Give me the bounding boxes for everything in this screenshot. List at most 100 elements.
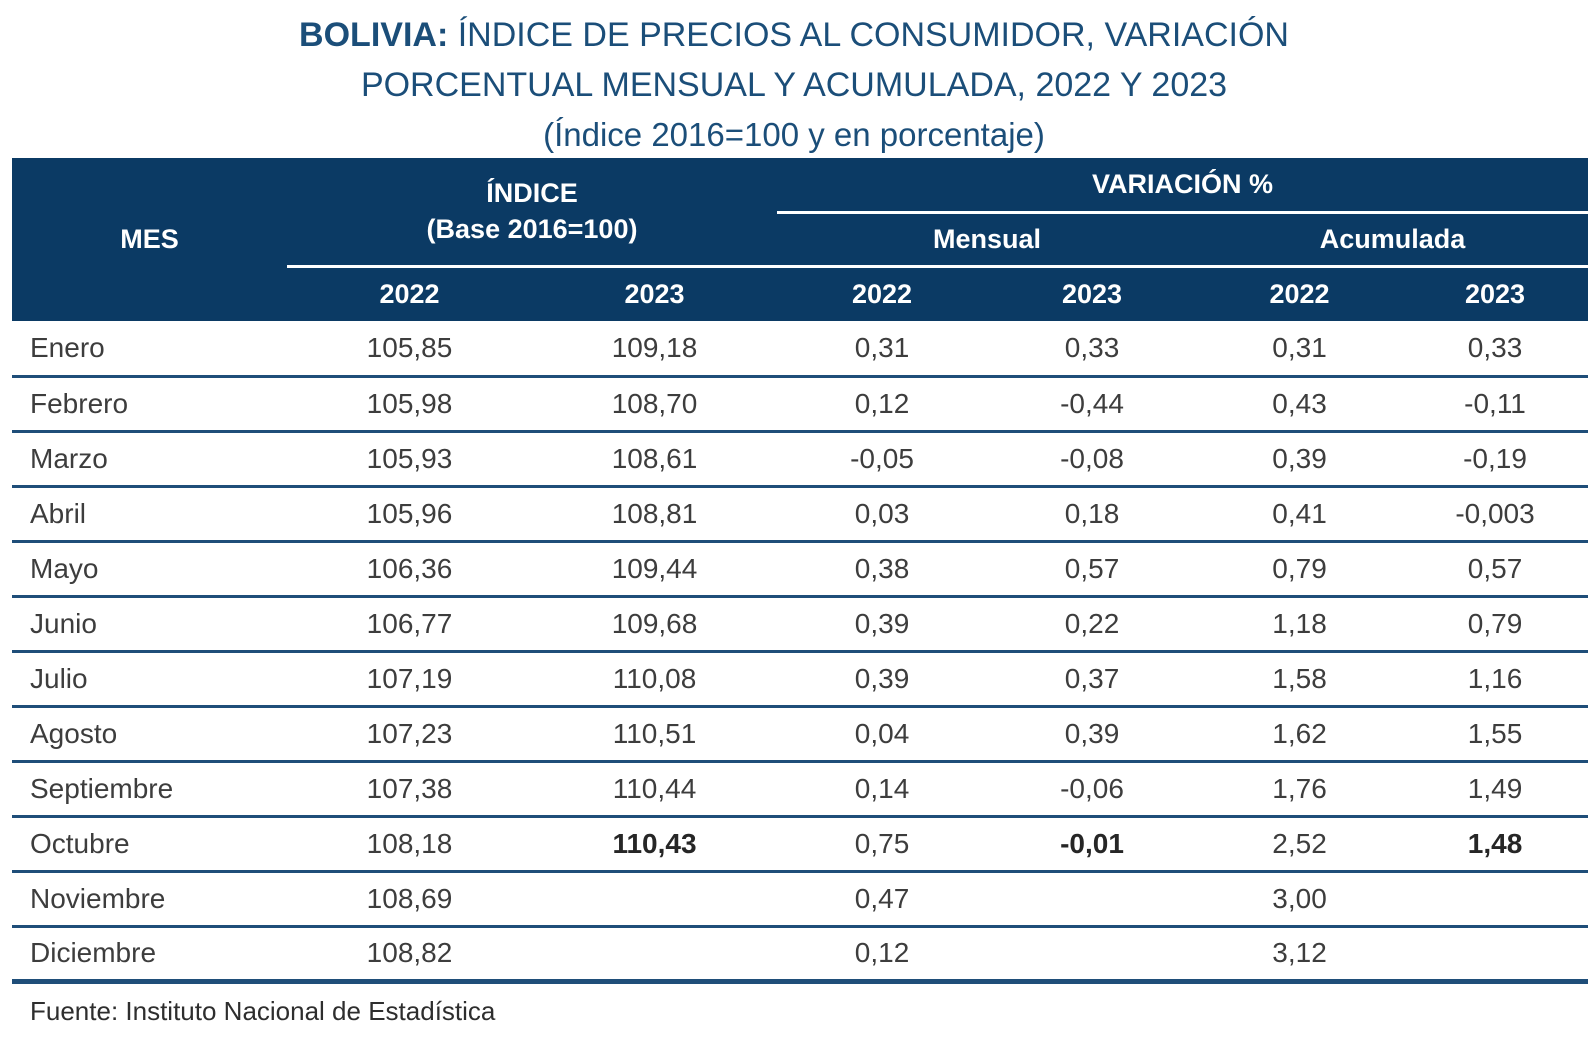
cell-value: 0,39 <box>987 706 1198 763</box>
cell-value: -0,11 <box>1402 376 1588 433</box>
cell-value: 0,33 <box>987 321 1198 378</box>
table-row: Junio 106,77 109,68 0,39 0,22 1,18 0,79 <box>12 596 1588 653</box>
cell-value: 107,19 <box>287 651 532 708</box>
cell-value: 0,31 <box>777 321 988 378</box>
cell-value: 0,14 <box>777 761 988 818</box>
header-year-mensual-2023: 2023 <box>987 266 1198 321</box>
cell-value: 0,18 <box>987 486 1198 543</box>
cell-value: 0,41 <box>1197 486 1403 543</box>
cell-value: 106,77 <box>287 596 532 653</box>
cell-value: -0,19 <box>1402 431 1588 488</box>
cell-value: 107,23 <box>287 706 532 763</box>
header-year-indice-2023: 2023 <box>532 266 778 321</box>
cell-value: 108,70 <box>532 376 778 433</box>
cell-value: 105,96 <box>287 486 532 543</box>
table-row: Diciembre 108,82 0,12 3,12 <box>12 926 1588 984</box>
cell-value: 3,00 <box>1197 871 1403 928</box>
table-header: MES ÍNDICE (Base 2016=100) VARIACIÓN % M… <box>12 158 1588 321</box>
cell-value: 0,12 <box>777 376 988 433</box>
table-body: Enero 105,85 109,18 0,31 0,33 0,31 0,33 Febrero… <box>12 321 1588 984</box>
cell-month: Diciembre <box>12 926 287 984</box>
chart-title: BOLIVIA: ÍNDICE DE PRECIOS AL CONSUMIDOR… <box>0 0 1588 158</box>
cell-value: 0,04 <box>777 706 988 763</box>
cell-value: 0,03 <box>777 486 988 543</box>
cell-value: 0,12 <box>777 926 988 984</box>
table-row: Agosto 107,23 110,51 0,04 0,39 1,62 1,55 <box>12 706 1588 763</box>
cell-value: 108,61 <box>532 431 778 488</box>
cell-value: 108,69 <box>287 871 532 928</box>
cell-value: 1,16 <box>1402 651 1588 708</box>
cell-value: 110,44 <box>532 761 778 818</box>
cell-value: 0,79 <box>1402 596 1588 653</box>
cell-month: Agosto <box>12 706 287 763</box>
cell-value: 0,31 <box>1197 321 1403 378</box>
title-line-1: BOLIVIA: ÍNDICE DE PRECIOS AL CONSUMIDOR… <box>0 10 1588 60</box>
cell-month: Marzo <box>12 431 287 488</box>
table-row: Marzo 105,93 108,61 -0,05 -0,08 0,39 -0,19 <box>12 431 1588 488</box>
cell-value: 0,38 <box>777 541 988 598</box>
cell-value: -0,44 <box>987 376 1198 433</box>
table-row: Julio 107,19 110,08 0,39 0,37 1,58 1,16 <box>12 651 1588 708</box>
table-row: Septiembre 107,38 110,44 0,14 -0,06 1,76 1,49 <box>12 761 1588 818</box>
cell-value: 0,47 <box>777 871 988 928</box>
cell-value: 108,81 <box>532 486 778 543</box>
cell-value: 105,85 <box>287 321 532 378</box>
cell-month: Julio <box>12 651 287 708</box>
cell-value: 1,48 <box>1402 816 1588 873</box>
cell-value: 108,18 <box>287 816 532 873</box>
cell-value: 0,79 <box>1197 541 1403 598</box>
table-row: Enero 105,85 109,18 0,31 0,33 0,31 0,33 <box>12 321 1588 378</box>
cell-value <box>1402 926 1588 984</box>
cell-month: Enero <box>12 321 287 378</box>
source-note: Fuente: Instituto Nacional de Estadístic… <box>30 995 496 1026</box>
cell-value: 1,62 <box>1197 706 1403 763</box>
cell-value: -0,003 <box>1402 486 1588 543</box>
cell-value: 0,57 <box>1402 541 1588 598</box>
table-row: Febrero 105,98 108,70 0,12 -0,44 0,43 -0,11 <box>12 376 1588 433</box>
cell-month: Junio <box>12 596 287 653</box>
cell-value: 0,37 <box>987 651 1198 708</box>
cell-month: Mayo <box>12 541 287 598</box>
cell-value <box>987 926 1198 984</box>
cell-value: 110,08 <box>532 651 778 708</box>
cell-value: -0,01 <box>987 816 1198 873</box>
cell-value <box>532 871 778 928</box>
cell-value: 1,18 <box>1197 596 1403 653</box>
header-year-acumulada-2023: 2023 <box>1402 266 1588 321</box>
header-year-acumulada-2022: 2022 <box>1197 266 1403 321</box>
header-indice-line2: (Base 2016=100) <box>426 214 638 245</box>
header-mes: MES <box>12 158 287 321</box>
cell-month: Febrero <box>12 376 287 433</box>
cell-value: 3,12 <box>1197 926 1403 984</box>
cell-value: 1,55 <box>1402 706 1588 763</box>
header-acumulada: Acumulada <box>1197 212 1588 268</box>
table-row: Mayo 106,36 109,44 0,38 0,57 0,79 0,57 <box>12 541 1588 598</box>
header-indice: ÍNDICE (Base 2016=100) <box>287 158 778 268</box>
ipc-table: MES ÍNDICE (Base 2016=100) VARIACIÓN % M… <box>12 158 1588 984</box>
cell-value: 2,52 <box>1197 816 1403 873</box>
cell-month: Septiembre <box>12 761 287 818</box>
cell-value: 0,57 <box>987 541 1198 598</box>
table-row: Octubre 108,18 110,43 0,75 -0,01 2,52 1,48 <box>12 816 1588 873</box>
cell-value: 108,82 <box>287 926 532 984</box>
cell-value: 0,39 <box>777 651 988 708</box>
cell-value: 0,39 <box>777 596 988 653</box>
cell-value: 110,51 <box>532 706 778 763</box>
cell-value: 105,98 <box>287 376 532 433</box>
header-indice-line1: ÍNDICE <box>486 178 578 209</box>
cell-value: 0,22 <box>987 596 1198 653</box>
cell-value <box>1402 871 1588 928</box>
cell-value: 105,93 <box>287 431 532 488</box>
cell-value: -0,06 <box>987 761 1198 818</box>
cell-value: -0,08 <box>987 431 1198 488</box>
cell-value: 0,75 <box>777 816 988 873</box>
table-row: Noviembre 108,69 0,47 3,00 <box>12 871 1588 928</box>
title-line-2: PORCENTUAL MENSUAL Y ACUMULADA, 2022 Y 2… <box>360 66 1228 104</box>
cell-value: 109,68 <box>532 596 778 653</box>
cell-value: 109,18 <box>532 321 778 378</box>
cell-value: 1,76 <box>1197 761 1403 818</box>
title-country: BOLIVIA: <box>299 16 449 54</box>
header-variacion: VARIACIÓN % <box>777 158 1588 214</box>
cell-value: 1,49 <box>1402 761 1588 818</box>
